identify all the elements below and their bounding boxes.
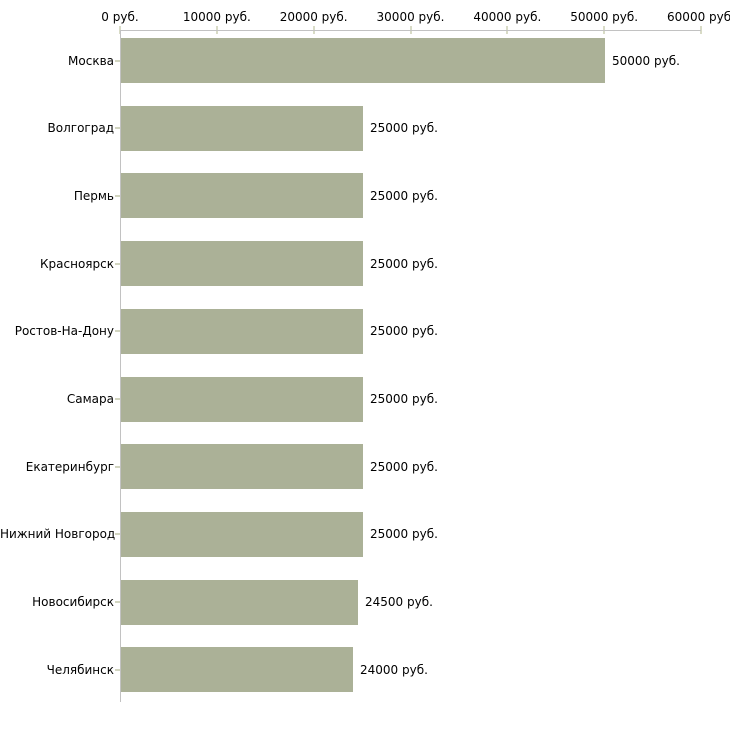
y-axis-tick-mark [115, 127, 120, 130]
y-axis-tick-mark [115, 262, 120, 265]
bar-4 [121, 241, 363, 287]
bar-7 [121, 444, 363, 490]
x-axis-tick-label: 40000 руб. [473, 10, 542, 24]
y-axis-tick-mark [115, 330, 120, 333]
bar-value-label: 25000 руб. [370, 121, 438, 136]
category-label: Красноярск [40, 256, 114, 271]
category-label: Ростов-На-Дону [14, 324, 114, 339]
y-axis-tick-mark [115, 398, 120, 400]
bar-value-label: 50000 руб. [612, 53, 680, 68]
category-label: Самара [66, 392, 114, 406]
category-label: Пермь [73, 188, 114, 203]
category-label: Челябинск [46, 662, 114, 677]
y-axis-tick-mark [115, 533, 120, 536]
category-label: Новосибирск [32, 595, 114, 610]
x-axis-tick-mark [700, 26, 702, 34]
bar-1 [121, 38, 605, 83]
x-axis-tick-label: 10000 руб. [182, 10, 251, 24]
bar-value-label: 25000 руб. [370, 324, 438, 339]
bar-value-label: 25000 руб. [370, 188, 438, 203]
bar-value-label: 24500 руб. [365, 595, 433, 610]
bar-3 [121, 173, 363, 219]
y-axis-tick-mark [115, 465, 120, 468]
x-axis-tick-label: 20000 руб. [279, 10, 348, 24]
category-label: Москва [68, 53, 114, 68]
x-axis-tick-label: 60000 руб. [667, 10, 730, 24]
bar-2 [121, 105, 363, 151]
bar-value-label: 25000 руб. [370, 527, 438, 542]
bar-value-label: 24000 руб. [360, 662, 428, 677]
bar-8 [121, 511, 363, 557]
x-axis-tick-label: 50000 руб. [570, 10, 639, 24]
bar-10 [121, 647, 353, 693]
y-axis-tick-mark [115, 194, 120, 197]
bar-value-label: 25000 руб. [370, 392, 438, 406]
y-axis-tick-mark [115, 668, 120, 671]
category-label: Волгоград [47, 121, 114, 136]
y-axis-tick-mark [115, 59, 120, 62]
bar-9 [121, 579, 358, 625]
bar-6 [121, 376, 363, 422]
bar-value-label: 25000 руб. [370, 459, 438, 474]
y-axis-line [120, 30, 121, 702]
bar-5 [121, 308, 363, 354]
category-label: Екатеринбург [25, 459, 114, 474]
category-label: Нижний Новгород [0, 527, 116, 542]
x-axis-tick-label: 30000 руб. [376, 10, 445, 24]
bar-value-label: 25000 руб. [370, 256, 438, 271]
x-axis-line [120, 30, 701, 31]
y-axis-tick-mark [115, 601, 120, 604]
x-axis-tick-label: 0 руб. [101, 10, 139, 24]
